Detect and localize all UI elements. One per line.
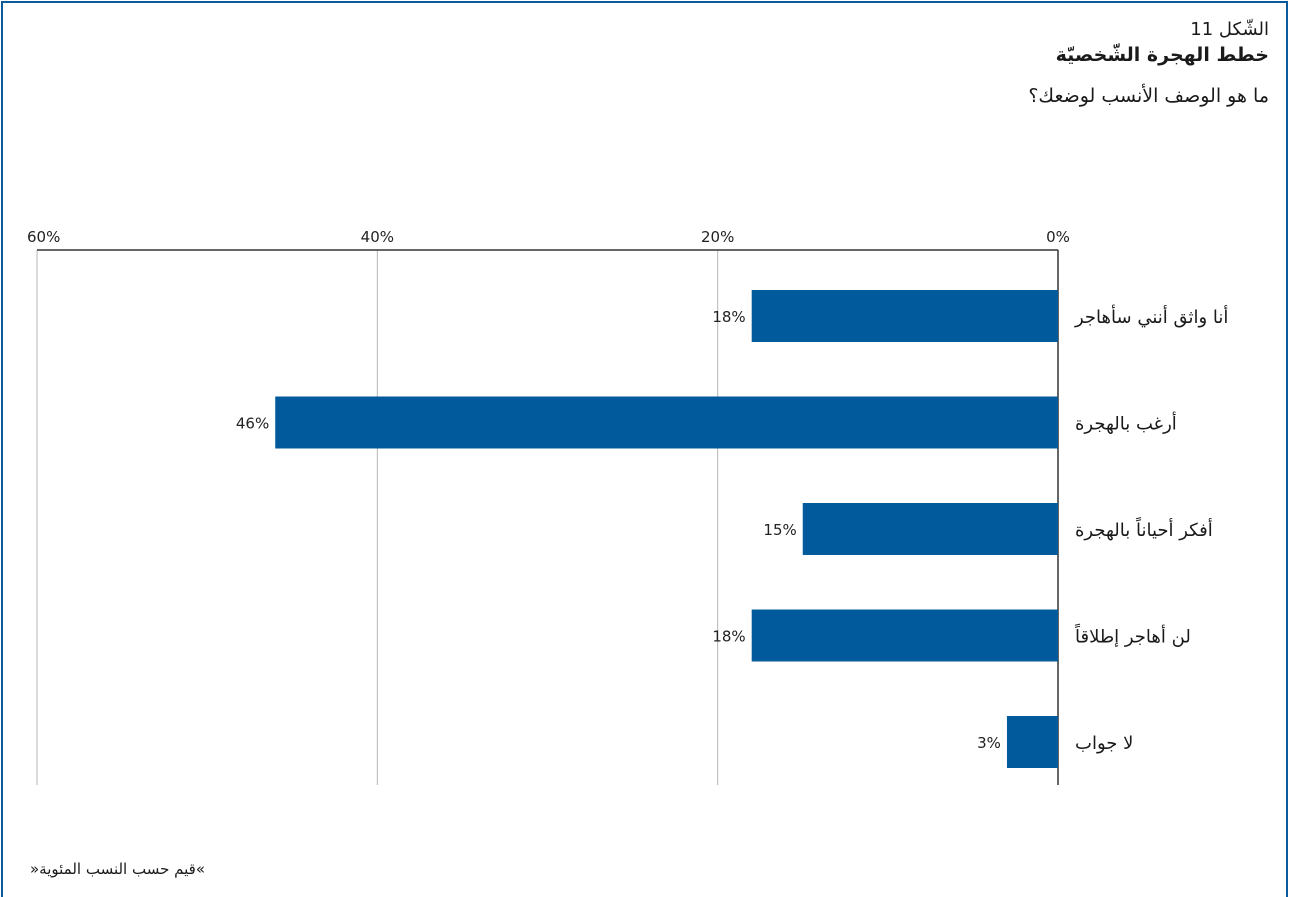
bar [751,609,1058,662]
bar [275,396,1058,449]
data-label: 18% [712,628,745,646]
bar [1006,716,1058,768]
footnote: »قيم حسب النسب المئوية« [30,860,205,878]
tick-label: 60% [27,228,60,246]
bar [802,503,1058,555]
figure-title: خطط الهجرة الشّخصيّة [1055,44,1269,66]
category-label: أرغب بالهجرة [1075,412,1177,435]
data-label: 18% [712,308,745,326]
data-label: 15% [763,521,796,539]
category-label: أفكر أحياناً بالهجرة [1075,517,1213,541]
data-label: 3% [977,734,1001,752]
figure-header: الشّكل 11 خطط الهجرة الشّخصيّة ما هو الو… [1028,18,1269,110]
category-label: لن أهاجر إطلاقاً [1074,624,1191,648]
tick-label: 20% [701,228,734,246]
figure-label: الشّكل 11 [1190,19,1269,40]
category-label: أنا واثق أنني سأهاجر [1074,304,1228,328]
bar [751,290,1058,342]
data-label: 46% [236,415,269,433]
tick-label: 40% [361,228,394,246]
category-label: لا جواب [1075,733,1133,754]
figure-question: ما هو الوصف الأنسب لوضعك؟ [1028,85,1269,107]
tick-label: 0% [1046,228,1070,246]
